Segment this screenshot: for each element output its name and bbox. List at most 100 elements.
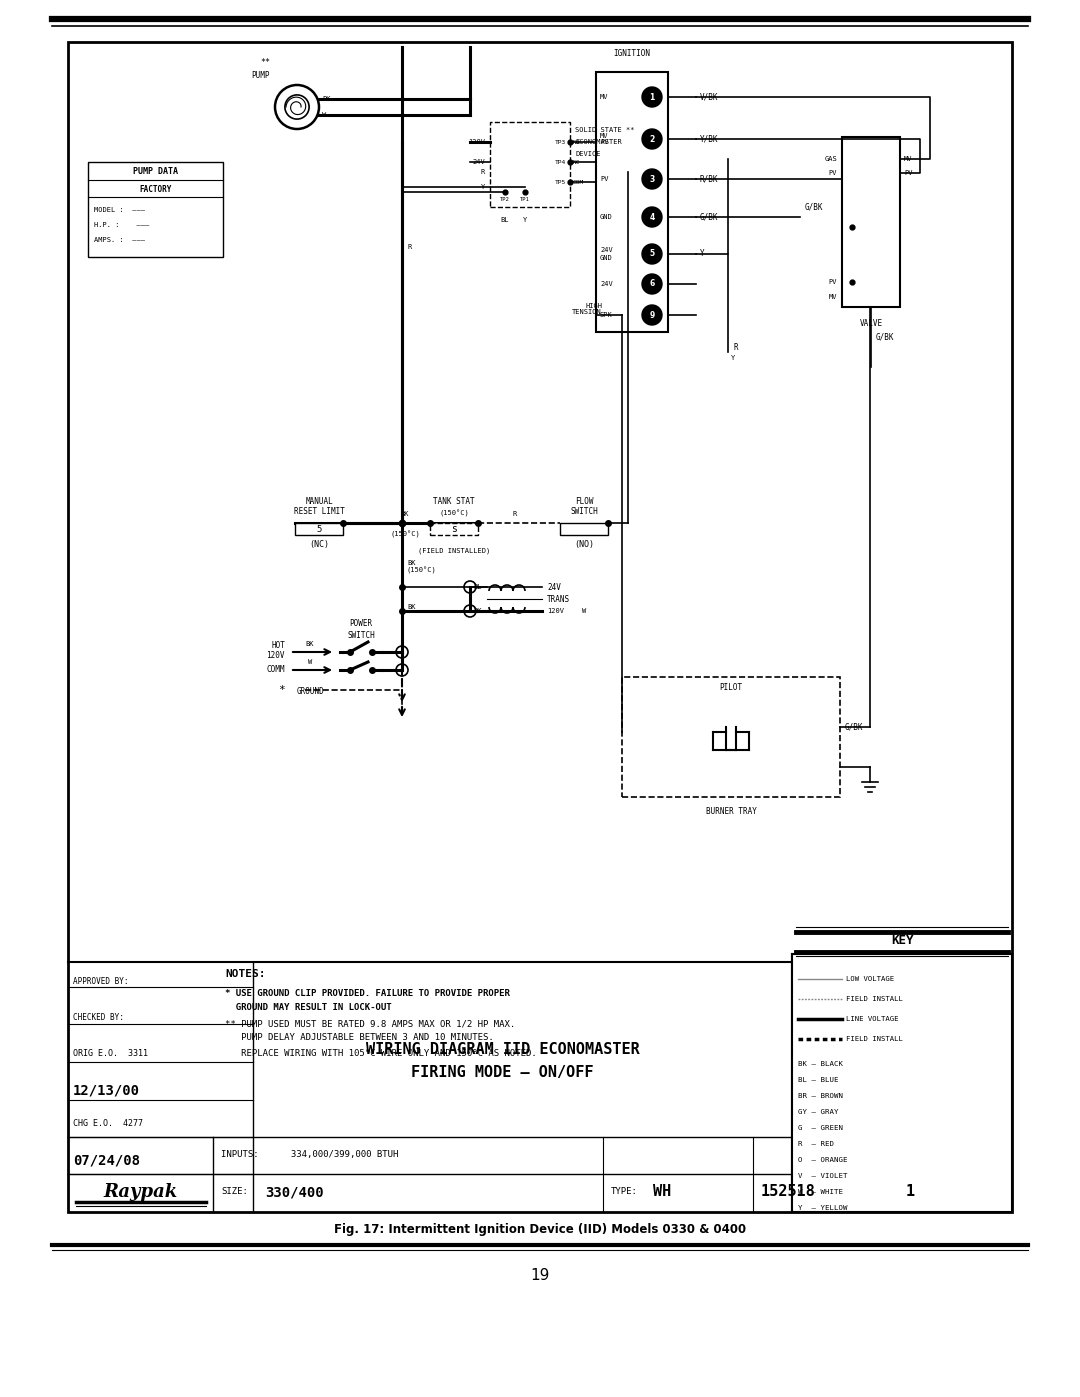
- Text: SOLID STATE **: SOLID STATE **: [575, 127, 635, 133]
- Text: PUMP: PUMP: [252, 71, 270, 80]
- Text: BK: BK: [407, 604, 416, 610]
- Text: PV: PV: [828, 170, 837, 176]
- Text: H.P. :    ———: H.P. : ———: [94, 222, 149, 228]
- Text: R: R: [513, 511, 517, 517]
- Text: W  – WHITE: W – WHITE: [798, 1189, 843, 1194]
- Circle shape: [642, 87, 662, 108]
- Text: AMPS. :  ———: AMPS. : ———: [94, 237, 145, 243]
- Text: GND: GND: [600, 214, 612, 219]
- Text: BK
(150°C): BK (150°C): [407, 560, 436, 574]
- Text: PUMP DELAY ADJUSTABLE BETWEEN 3 AND 10 MINUTES.: PUMP DELAY ADJUSTABLE BETWEEN 3 AND 10 M…: [225, 1034, 494, 1042]
- Text: WH: WH: [653, 1185, 672, 1200]
- Text: W: W: [308, 659, 312, 665]
- Text: FIELD INSTALL: FIELD INSTALL: [846, 996, 903, 1002]
- Text: (150°C): (150°C): [440, 510, 469, 517]
- Bar: [68, 42, 1012, 1213]
- Text: TANK STAT: TANK STAT: [433, 496, 475, 506]
- Text: G  – GREEN: G – GREEN: [798, 1125, 843, 1132]
- Text: R: R: [481, 169, 485, 175]
- Text: BK: BK: [401, 511, 409, 517]
- Text: R: R: [407, 244, 411, 250]
- Bar: [842, 137, 900, 307]
- Text: G/BK: G/BK: [805, 203, 824, 211]
- Text: COM: COM: [573, 179, 584, 184]
- Bar: [561, 522, 608, 535]
- Text: LINE VOLTAGE: LINE VOLTAGE: [846, 1016, 899, 1023]
- Text: MV: MV: [600, 94, 608, 101]
- Text: TP5: TP5: [555, 179, 566, 184]
- Bar: [430, 522, 478, 535]
- Text: 330/400: 330/400: [265, 1185, 324, 1199]
- Text: SWITCH: SWITCH: [570, 507, 598, 517]
- Text: FIELD INSTALL: FIELD INSTALL: [846, 1037, 903, 1042]
- Bar: [490, 122, 570, 207]
- Text: TP4: TP4: [555, 159, 566, 165]
- Text: ECONOMASTER: ECONOMASTER: [575, 138, 622, 145]
- Text: MV
PV: MV PV: [600, 133, 608, 145]
- Bar: [295, 522, 343, 535]
- Text: W: W: [582, 608, 586, 615]
- Text: IGNITION: IGNITION: [613, 49, 650, 59]
- Text: s: s: [451, 524, 457, 534]
- Text: KEY: KEY: [891, 935, 914, 947]
- Circle shape: [642, 244, 662, 264]
- Text: 5: 5: [316, 524, 322, 534]
- Text: (NC): (NC): [309, 541, 329, 549]
- Circle shape: [642, 169, 662, 189]
- Text: FLOW: FLOW: [575, 496, 593, 506]
- Text: 4: 4: [649, 212, 654, 222]
- Text: R  – RED: R – RED: [798, 1141, 834, 1147]
- Text: 1: 1: [649, 92, 654, 102]
- Text: LOW VOLTAGE: LOW VOLTAGE: [846, 977, 894, 982]
- Text: Raypak: Raypak: [104, 1183, 178, 1201]
- Text: 2: 2: [649, 134, 654, 144]
- Text: GROUND MAY RESULT IN LOCK-OUT: GROUND MAY RESULT IN LOCK-OUT: [225, 1003, 392, 1013]
- Text: *: *: [279, 685, 285, 694]
- Text: CHECKED BY:: CHECKED BY:: [73, 1013, 124, 1021]
- Text: PV: PV: [600, 176, 608, 182]
- Text: NOTES:: NOTES:: [225, 970, 266, 979]
- Text: 120V: 120V: [546, 608, 564, 615]
- Text: Y: Y: [731, 355, 735, 360]
- Text: 07/24/08: 07/24/08: [73, 1153, 140, 1166]
- Circle shape: [642, 129, 662, 149]
- Text: (FIELD INSTALLED): (FIELD INSTALLED): [418, 548, 490, 555]
- Text: BL – BLUE: BL – BLUE: [798, 1077, 838, 1083]
- Text: 5: 5: [649, 250, 654, 258]
- Text: TP2: TP2: [500, 197, 510, 203]
- Text: V  – VIOLET: V – VIOLET: [798, 1173, 848, 1179]
- Text: BURNER TRAY: BURNER TRAY: [705, 807, 756, 816]
- Text: SIZE:: SIZE:: [221, 1187, 248, 1196]
- Text: WIRING DIAGRAM IID ECONOMASTER: WIRING DIAGRAM IID ECONOMASTER: [366, 1042, 639, 1056]
- Text: PV: PV: [828, 279, 837, 285]
- Text: NO: NO: [573, 140, 581, 144]
- Text: 24V: 24V: [600, 281, 612, 286]
- Text: TYPE:: TYPE:: [611, 1187, 638, 1196]
- Text: GY – GRAY: GY – GRAY: [798, 1109, 838, 1115]
- Text: SPK: SPK: [600, 312, 612, 319]
- Text: BK: BK: [473, 608, 482, 615]
- Text: G/BK: G/BK: [845, 722, 864, 732]
- Bar: [792, 954, 1012, 1213]
- Text: FIRING MODE – ON/OFF: FIRING MODE – ON/OFF: [411, 1065, 594, 1080]
- Text: O  – ORANGE: O – ORANGE: [798, 1157, 848, 1162]
- Text: Y: Y: [523, 217, 527, 224]
- Text: FACTORY: FACTORY: [139, 184, 172, 194]
- Text: POWER: POWER: [350, 619, 373, 629]
- Text: 6: 6: [649, 279, 654, 289]
- Text: MANUAL: MANUAL: [306, 496, 333, 506]
- Text: 120V: 120V: [267, 651, 285, 659]
- Text: NC: NC: [573, 159, 581, 165]
- Text: (150°C): (150°C): [390, 531, 420, 538]
- Text: MV: MV: [904, 156, 913, 162]
- Text: HOT: HOT: [271, 640, 285, 650]
- Text: W: W: [322, 112, 326, 117]
- Text: HIGH
TENSION: HIGH TENSION: [572, 303, 602, 316]
- Text: G/BK: G/BK: [876, 332, 894, 341]
- Bar: [622, 678, 840, 798]
- Circle shape: [642, 305, 662, 326]
- Text: 24V
GND: 24V GND: [600, 247, 612, 260]
- Text: ** PUMP USED MUST BE RATED 9.8 AMPS MAX OR 1/2 HP MAX.: ** PUMP USED MUST BE RATED 9.8 AMPS MAX …: [225, 1020, 515, 1028]
- Text: BL: BL: [501, 217, 510, 224]
- Text: REPLACE WIRING WITH 105°C WIRE ONLY AND 150°C AS NOTED.: REPLACE WIRING WITH 105°C WIRE ONLY AND …: [225, 1049, 537, 1059]
